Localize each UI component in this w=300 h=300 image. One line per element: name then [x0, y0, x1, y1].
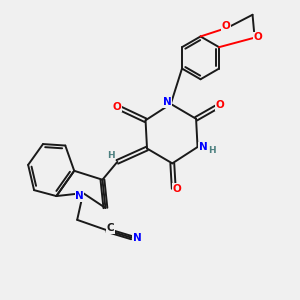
Text: N: N [133, 233, 141, 243]
Text: H: H [107, 152, 115, 160]
Text: O: O [172, 184, 181, 194]
Text: N: N [163, 98, 172, 107]
Text: N: N [75, 191, 84, 201]
Text: O: O [112, 102, 121, 112]
Text: N: N [199, 142, 207, 152]
Text: O: O [215, 100, 224, 110]
Text: O: O [254, 32, 262, 42]
Text: C: C [107, 224, 115, 233]
Text: H: H [208, 146, 216, 155]
Text: O: O [221, 21, 230, 31]
